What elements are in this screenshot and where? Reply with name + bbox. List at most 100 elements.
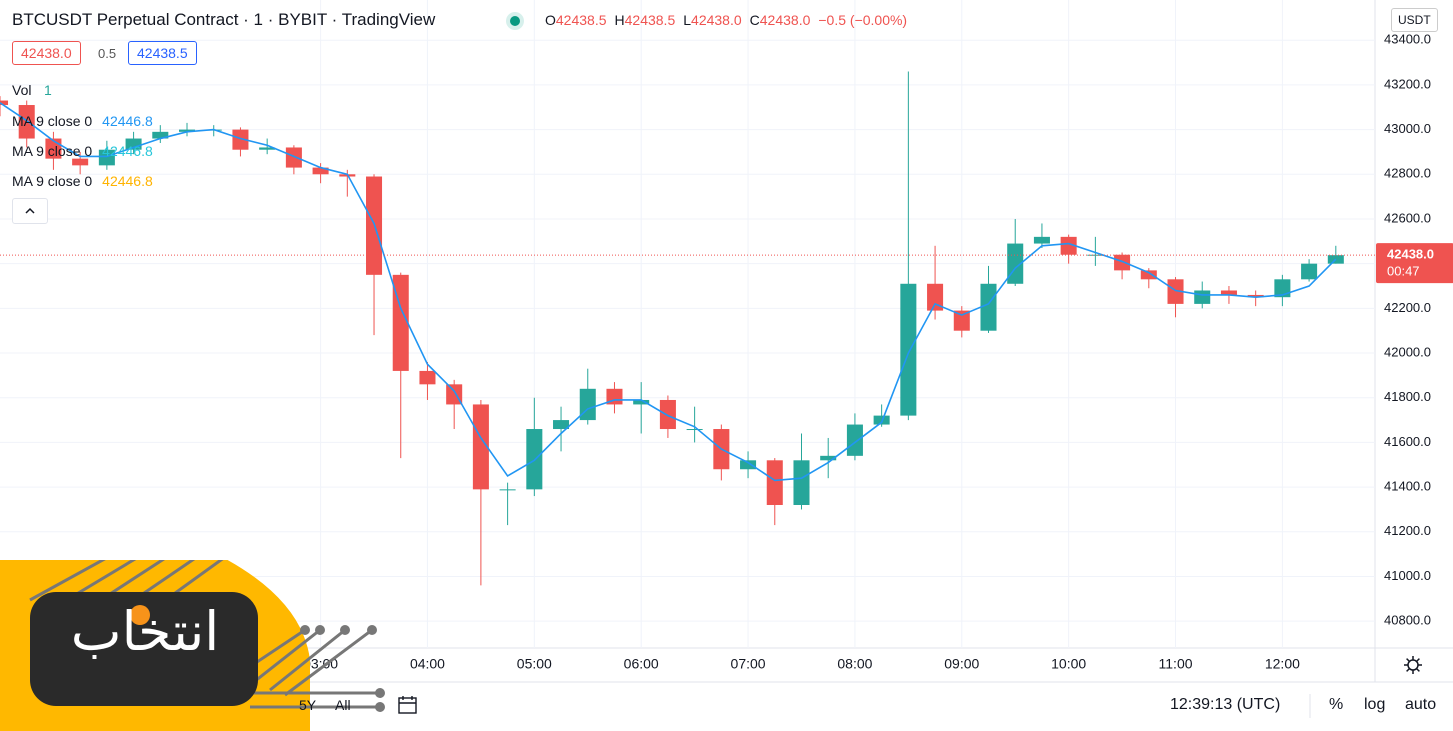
log-toggle[interactable]: log bbox=[1364, 696, 1386, 713]
ma-legend-row: MA 9 close 0 42446.8 bbox=[12, 173, 153, 189]
candle-body bbox=[419, 370, 436, 385]
ma-value: 42446.8 bbox=[102, 143, 153, 159]
countdown: 00:47 bbox=[1387, 264, 1420, 279]
candle-body bbox=[232, 129, 249, 150]
candle-body bbox=[312, 167, 329, 175]
candle-body bbox=[553, 420, 570, 430]
x-tick-label: 08:00 bbox=[837, 656, 872, 672]
candle-body bbox=[98, 149, 115, 166]
candle-body bbox=[579, 388, 596, 421]
currency-button[interactable]: USDT bbox=[1391, 8, 1438, 32]
last-price-label: 42438.0 bbox=[1387, 247, 1434, 262]
x-tick-label: 04:00 bbox=[410, 656, 445, 672]
x-tick-label: 11:00 bbox=[1159, 656, 1193, 672]
ohlc-value: 42438.0 bbox=[691, 12, 742, 28]
settings-icon[interactable] bbox=[1402, 654, 1424, 676]
candle-body bbox=[873, 415, 890, 425]
x-tick-label: 05:00 bbox=[517, 656, 552, 672]
candle-body bbox=[686, 429, 703, 431]
ohlc-label: H bbox=[614, 12, 625, 28]
range-button[interactable]: 5Y bbox=[299, 697, 317, 713]
candle-body bbox=[72, 158, 89, 166]
status-dot bbox=[506, 12, 524, 30]
candle-body bbox=[740, 460, 757, 470]
ma-value: 42446.8 bbox=[102, 113, 153, 129]
spread: 0.5 bbox=[98, 46, 117, 61]
ohlc-label: O bbox=[545, 12, 556, 28]
candle-body bbox=[259, 147, 276, 150]
y-tick-label: 41600.0 bbox=[1384, 434, 1431, 449]
y-tick-label: 42800.0 bbox=[1384, 166, 1431, 181]
ohlc: O42438.5 H42438.5 L42438.0 C42438.0 −0.5 (−0… bbox=[545, 12, 907, 28]
candle-body bbox=[659, 399, 676, 430]
candle-body bbox=[392, 274, 409, 371]
ma-name: MA 9 close 0 bbox=[12, 113, 93, 129]
x-tick-label: 06:00 bbox=[624, 656, 659, 672]
chart-title: BTCUSDT Perpetual Contract · 1 · BYBIT ·… bbox=[12, 10, 436, 29]
y-tick-label: 41000.0 bbox=[1384, 568, 1431, 583]
watermark-logo bbox=[0, 560, 385, 731]
y-tick-label: 42000.0 bbox=[1384, 344, 1431, 359]
x-tick-label: 12:00 bbox=[1265, 656, 1300, 672]
ohlc-value: 42438.0 bbox=[759, 12, 811, 28]
candle-body bbox=[1301, 263, 1318, 280]
ohlc-value: 42438.5 bbox=[555, 12, 607, 28]
vol-label: Vol bbox=[12, 82, 32, 98]
candle-body bbox=[633, 399, 650, 405]
ask-button[interactable]: 42438.5 bbox=[128, 41, 197, 65]
candle-body bbox=[953, 310, 970, 331]
y-tick-label: 43000.0 bbox=[1384, 121, 1431, 136]
candle-body bbox=[1194, 290, 1211, 304]
ohlc-label: C bbox=[749, 12, 760, 28]
y-tick-label: 41800.0 bbox=[1384, 389, 1431, 404]
y-tick-label: 41200.0 bbox=[1384, 523, 1431, 538]
collapse-button[interactable] bbox=[12, 198, 48, 224]
watermark-text: انتخاب bbox=[70, 600, 220, 663]
ma-legend-row: MA 9 close 0 42446.8 bbox=[12, 113, 153, 129]
ma-legend-row: MA 9 close 0 42446.8 bbox=[12, 143, 153, 159]
candle-body bbox=[900, 283, 917, 416]
date-range-icon[interactable] bbox=[396, 694, 420, 718]
candle-body bbox=[18, 105, 35, 139]
ohlc-label: L bbox=[683, 12, 692, 28]
y-tick-label: 41400.0 bbox=[1384, 479, 1431, 494]
candle-body bbox=[927, 283, 944, 311]
candle-body bbox=[1114, 254, 1131, 271]
y-tick-label: 43200.0 bbox=[1384, 76, 1431, 91]
ma-line bbox=[0, 102, 1337, 482]
y-tick-label: 40800.0 bbox=[1384, 613, 1431, 628]
ma-value: 42446.8 bbox=[102, 173, 153, 189]
ohlc-change: −0.5 (−0.00%) bbox=[818, 12, 908, 28]
percent-toggle[interactable]: % bbox=[1329, 696, 1344, 713]
candle-body bbox=[1033, 236, 1050, 244]
candle-body bbox=[499, 489, 516, 491]
candle-body bbox=[285, 147, 302, 168]
y-tick-label: 42600.0 bbox=[1384, 210, 1431, 225]
x-tick-label: 03:00 bbox=[303, 656, 338, 672]
x-tick-label: 10:00 bbox=[1051, 656, 1086, 672]
candle-body bbox=[1140, 270, 1157, 280]
candle-body bbox=[472, 404, 489, 490]
clock: 12:39:13 (UTC) bbox=[1170, 696, 1281, 713]
candle-body bbox=[1060, 236, 1077, 255]
vol-value: 1 bbox=[44, 82, 52, 98]
auto-toggle[interactable]: auto bbox=[1405, 696, 1437, 713]
range-button[interactable]: All bbox=[335, 697, 351, 713]
candle-body bbox=[1220, 290, 1237, 295]
candle-body bbox=[1247, 294, 1264, 298]
bid-button[interactable]: 42438.0 bbox=[12, 41, 81, 65]
y-tick-label: 43400.0 bbox=[1384, 32, 1431, 47]
candle-body bbox=[125, 138, 142, 150]
candle-body bbox=[1167, 279, 1184, 304]
candle-body bbox=[980, 283, 997, 331]
candle-body bbox=[0, 100, 9, 106]
x-tick-label: 09:00 bbox=[944, 656, 979, 672]
candle-body bbox=[820, 455, 837, 461]
y-tick-label: 42200.0 bbox=[1384, 300, 1431, 315]
candle-body bbox=[766, 460, 783, 505]
x-tick-label: 07:00 bbox=[731, 656, 766, 672]
candle-body bbox=[152, 131, 169, 139]
ma-name: MA 9 close 0 bbox=[12, 143, 93, 159]
